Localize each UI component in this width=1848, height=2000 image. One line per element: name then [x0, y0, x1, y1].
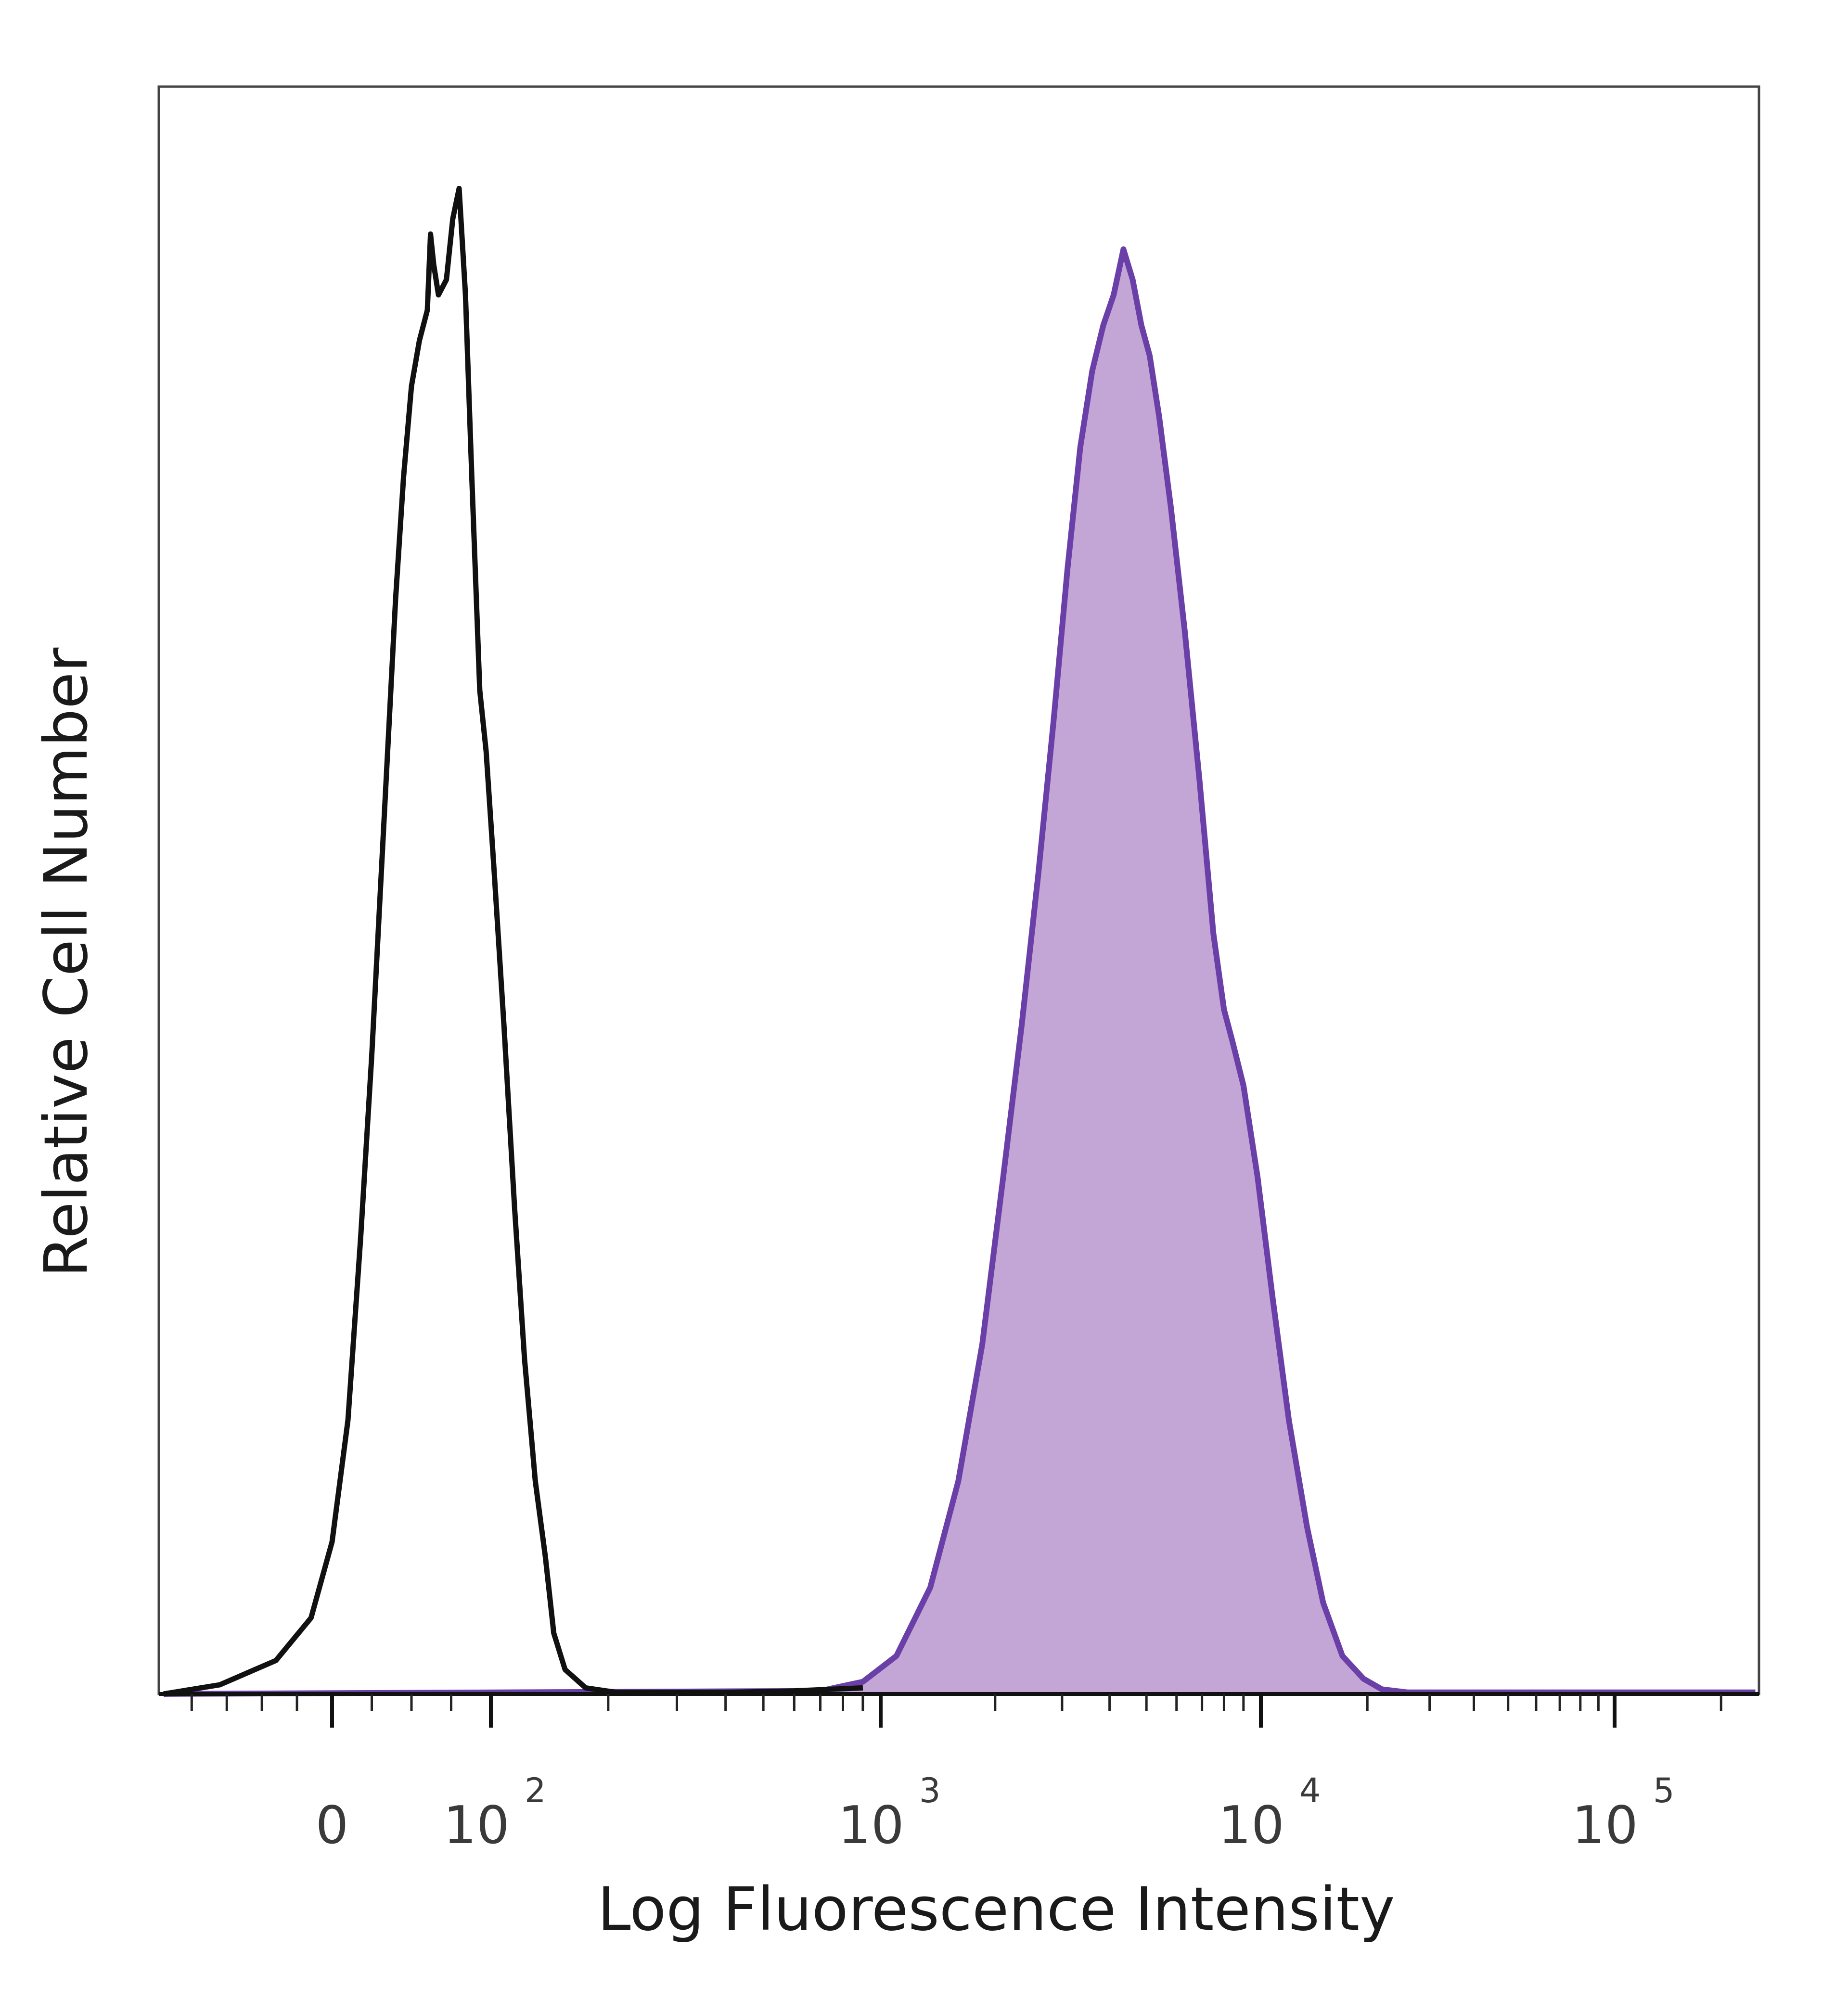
x-tick-label-10-5: 10: [1572, 1795, 1638, 1856]
series-1-line: [163, 246, 1756, 1697]
x-tick-exp-10-3: 3: [919, 1771, 941, 1810]
x-axis-title: Log Fluorescence Intensity: [598, 1875, 1395, 1944]
x-tick-label-0: 0: [316, 1795, 349, 1856]
x-tick-label-10-3: 10: [838, 1795, 904, 1856]
series-0-line: [163, 186, 863, 1697]
plot-frame: [157, 85, 1760, 1695]
y-axis-title: Relative Cell Number: [32, 648, 101, 1278]
x-tick-label-10-4: 10: [1218, 1795, 1284, 1856]
x-axis-labels: 0 10 10 10 10 2 3 4 5: [316, 1771, 1675, 1856]
x-tick-exp-10-4: 4: [1299, 1771, 1321, 1810]
x-tick-exp-10-2: 2: [525, 1771, 546, 1810]
x-tick-exp-10-5: 5: [1653, 1771, 1675, 1810]
x-tick-label-10-2: 10: [443, 1795, 509, 1856]
